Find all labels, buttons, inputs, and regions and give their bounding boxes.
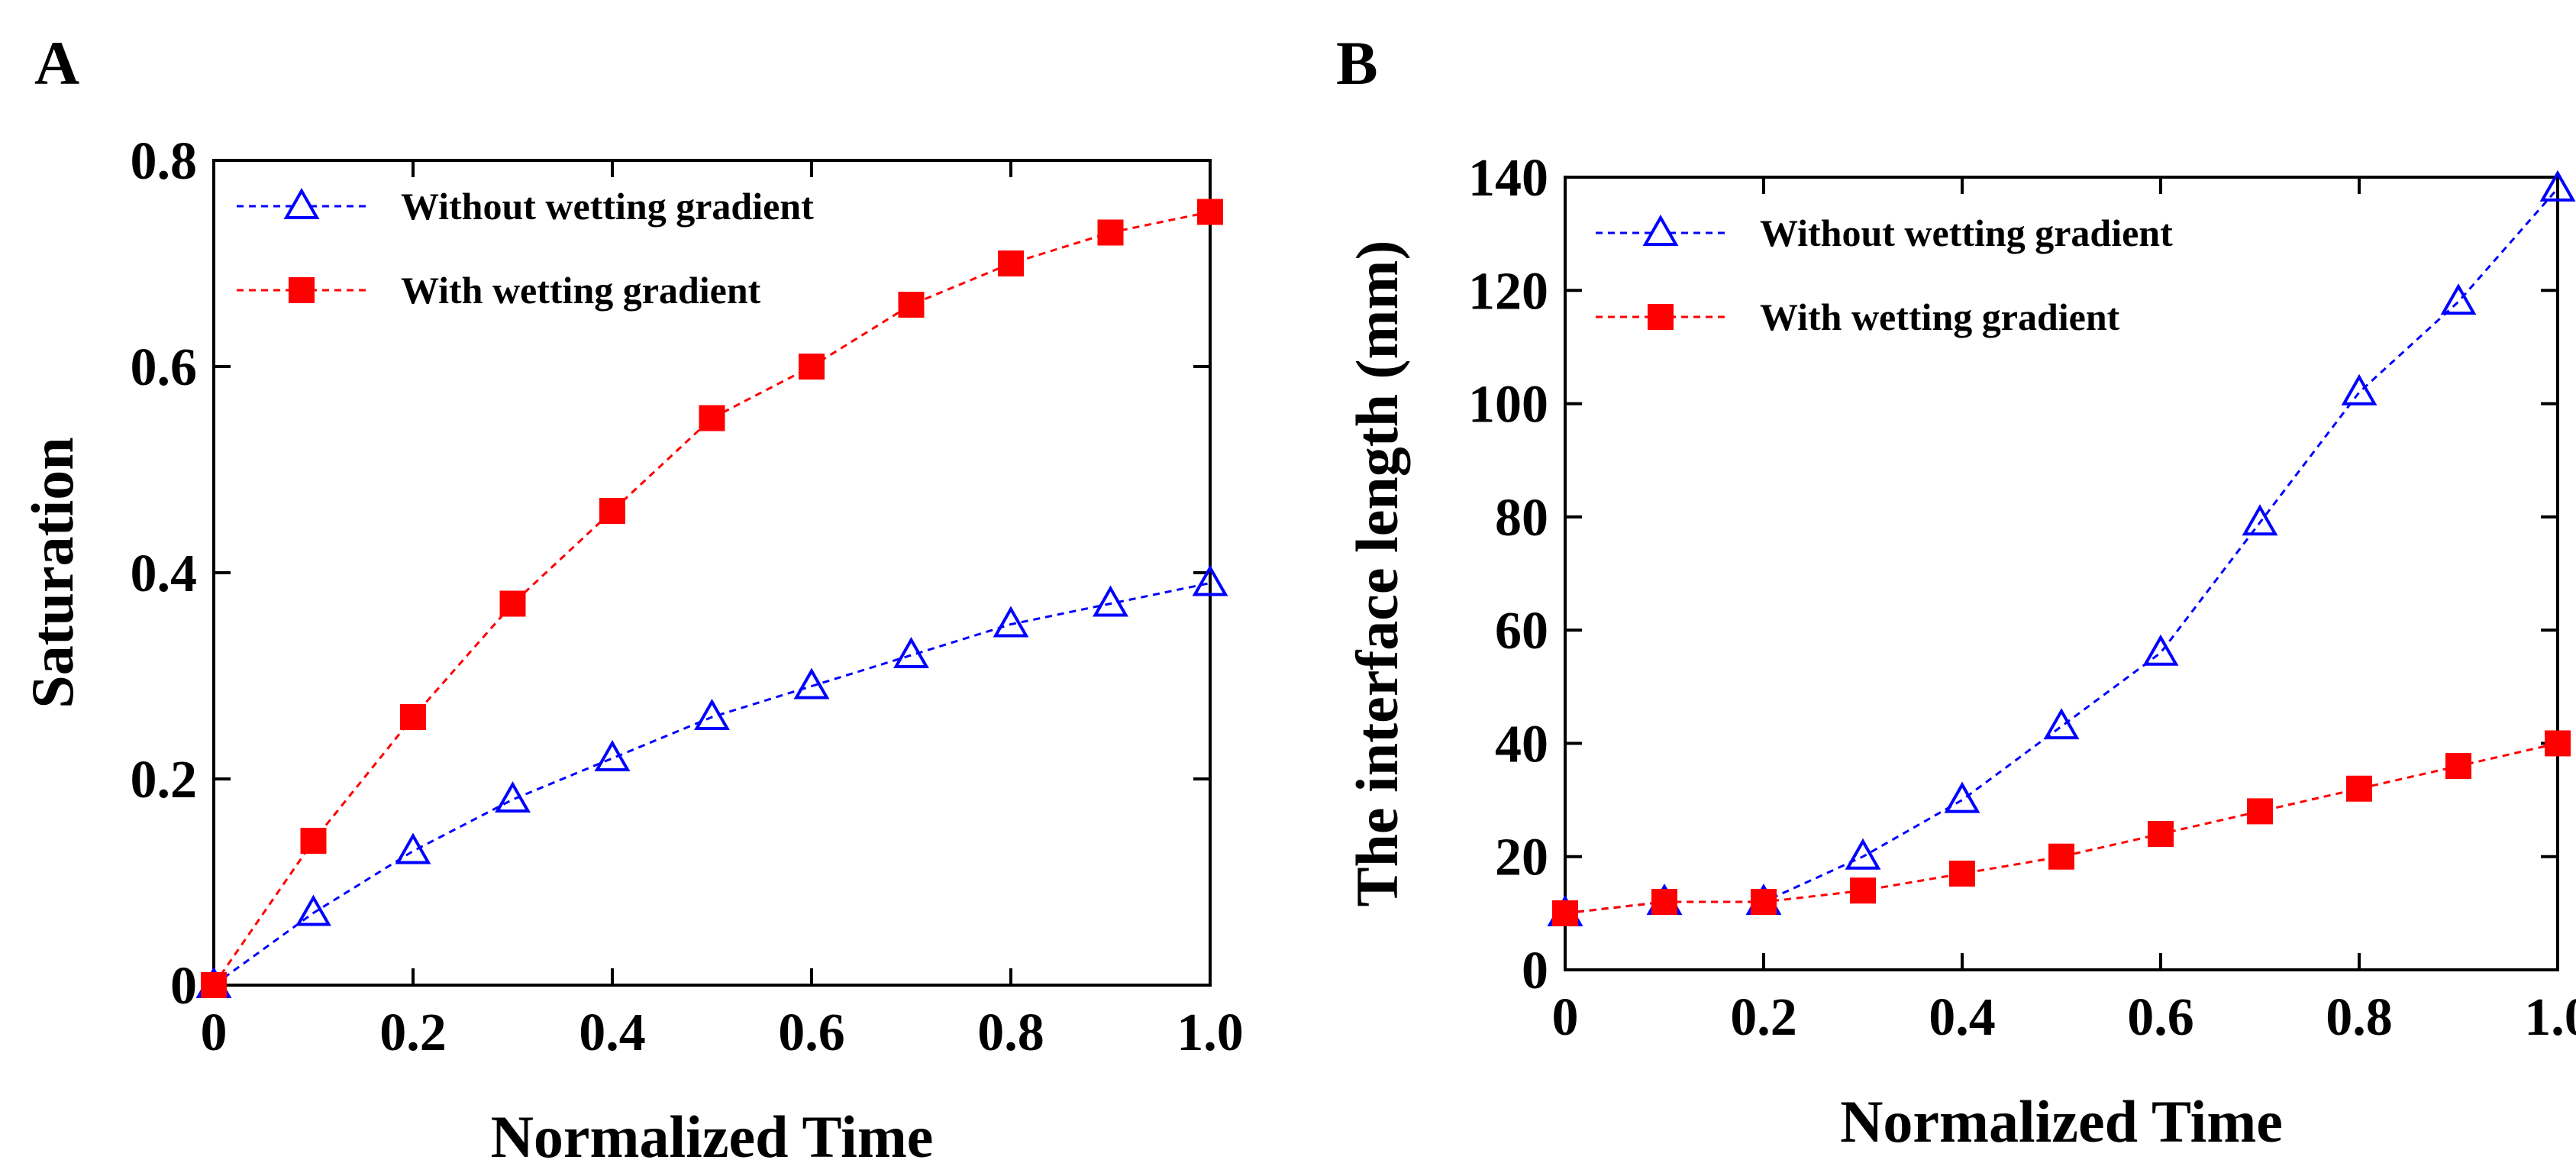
panel-b-legend-with-gradient-marker (1648, 304, 1674, 330)
panel-b-y-tick-label: 140 (1468, 149, 1548, 208)
panel-b-plot-frame (1564, 176, 2559, 971)
panel-a-without-gradient-line (213, 582, 1211, 987)
panel-b-with-gradient-point (2545, 730, 2571, 757)
panel-b-with-gradient-point (1751, 889, 1777, 916)
panel-a-with-gradient-point (998, 250, 1024, 276)
panel-b-with-gradient-point (2445, 753, 2471, 780)
panel-b-with-gradient-point (2247, 798, 2273, 825)
panel-a-x-tick-label: 1.0 (1177, 1003, 1244, 1062)
panel-a-with-gradient-point (599, 498, 625, 524)
panel-a-with-gradient-line (212, 211, 1211, 986)
panel-b-y-tick-label: 120 (1468, 262, 1548, 321)
panel-a-with-gradient-point (898, 292, 925, 318)
panel-b-y-tick-label: 40 (1495, 715, 1548, 774)
panel-b-with-gradient-point (1949, 860, 1975, 887)
panel-a-x-tick-label: 0.6 (778, 1003, 845, 1062)
panel-a-without-gradient-point (694, 698, 730, 730)
panel-a-x-tick-label: 0.2 (379, 1003, 447, 1062)
panel-a-without-gradient-point (1192, 564, 1228, 596)
panel-b-without-gradient-point (2440, 283, 2477, 315)
panel-a-y-tick-label: 0.6 (131, 338, 198, 397)
panel-a-legend-with-gradient-label: With wetting gradient (401, 269, 761, 312)
panel-b-with-gradient-point (1552, 900, 1578, 926)
panel-a-legend-without-gradient-label: Without wetting gradient (401, 185, 814, 228)
panel-b-without-gradient-point (2142, 634, 2179, 666)
panel-b-x-tick-label: 1.0 (2524, 988, 2576, 1047)
panel-b-legend-with-gradient-label: With wetting gradient (1760, 296, 2120, 338)
panel-b-letter: B (1336, 28, 1378, 98)
panel-a-with-gradient-point (400, 704, 426, 730)
panel-a-letter: A (34, 28, 79, 98)
panel-b-x-tick-label: 0 (1552, 988, 1579, 1047)
panel-b-with-gradient-point (2346, 775, 2372, 802)
panel-a-y-axis-title: Saturation (19, 437, 86, 708)
panel-a: A 0 0.2 0.4 0.6 0.8 1.0 0 0.2 0.4 0.6 0.8 Normalize… (19, 28, 1244, 1160)
panel-a-with-gradient-point (699, 405, 725, 431)
panel-b-y-tick-label: 20 (1495, 829, 1548, 887)
panel-b-x-tick-label: 0.6 (2127, 988, 2194, 1047)
panel-b-without-gradient-line (1564, 187, 2559, 915)
panel-b-y-tick-label: 60 (1495, 602, 1548, 661)
panel-a-x-tick-label: 0.4 (579, 1003, 646, 1062)
panel-a-with-gradient-point (1197, 199, 1223, 225)
panel-b-with-gradient-point (2148, 821, 2174, 848)
panel-b-without-gradient-point (1845, 838, 1881, 870)
panel-a-legend-without-gradient-marker (283, 187, 320, 219)
panel-b-without-gradient-point (2341, 373, 2377, 406)
panel-a-with-gradient-point (300, 828, 327, 854)
panel-a-without-gradient-point (295, 894, 331, 926)
panel-b-y-axis-title: The interface length (mm) (1344, 241, 1410, 907)
panel-b-legend-without-gradient-marker (1642, 214, 1679, 246)
panel-a-legend-with-gradient-marker (289, 277, 315, 303)
panel-a-x-tick-label: 0.8 (977, 1003, 1044, 1062)
panel-b-y-tick-label: 80 (1495, 489, 1548, 548)
panel-b-x-tick-label: 0.4 (1929, 988, 1996, 1047)
panel-b-y-tick-label: 100 (1468, 376, 1548, 435)
panel-a-with-gradient-point (1097, 219, 1124, 246)
panel-b-legend-without-gradient-label: Without wetting gradient (1760, 212, 2173, 254)
panel-b-x-axis-title: Normalized Time (1840, 1088, 2283, 1155)
panel-a-x-axis-title: Normalized Time (491, 1103, 934, 1160)
panel-a-with-gradient-point (799, 354, 825, 380)
panel-a-y-tick-label: 0.2 (131, 751, 198, 809)
panel-b-without-gradient-point (2539, 170, 2576, 202)
panel-b-with-gradient-point (2048, 843, 2074, 870)
panel-a-with-gradient-point (201, 972, 227, 998)
panel-b-without-gradient-point (2242, 504, 2278, 536)
panel-a-without-gradient-point (893, 636, 929, 668)
panel-a-without-gradient-point (495, 780, 531, 813)
panel-b-x-tick-label: 0.8 (2326, 988, 2393, 1047)
panel-a-x-tick-label: 0 (201, 1003, 228, 1062)
panel-b-with-gradient-point (1651, 889, 1677, 916)
panel-a-without-gradient-point (594, 739, 631, 771)
panel-b: B 0 0.2 0.4 0.6 0.8 1.0 0 20 40 60 80 100 120 140 Norm… (1336, 28, 2576, 1155)
panel-b-y-tick-label: 0 (1522, 942, 1548, 1000)
panel-a-without-gradient-point (1093, 585, 1128, 617)
panel-a-y-tick-label: 0.8 (131, 132, 198, 191)
panel-a-with-gradient-point (499, 590, 526, 617)
panel-a-without-gradient-point (395, 832, 431, 864)
panel-a-y-tick-label: 0.4 (131, 544, 198, 603)
panel-b-with-gradient-line (1564, 742, 2558, 915)
panel-b-with-gradient-point (1850, 877, 1876, 904)
panel-b-x-tick-label: 0.2 (1730, 988, 1797, 1047)
panel-a-without-gradient-point (793, 667, 830, 700)
panel-b-without-gradient-point (2043, 708, 2080, 740)
panel-a-y-tick-label: 0 (170, 957, 197, 1016)
panel-a-without-gradient-point (993, 606, 1029, 638)
panel-b-without-gradient-point (1944, 781, 1980, 813)
